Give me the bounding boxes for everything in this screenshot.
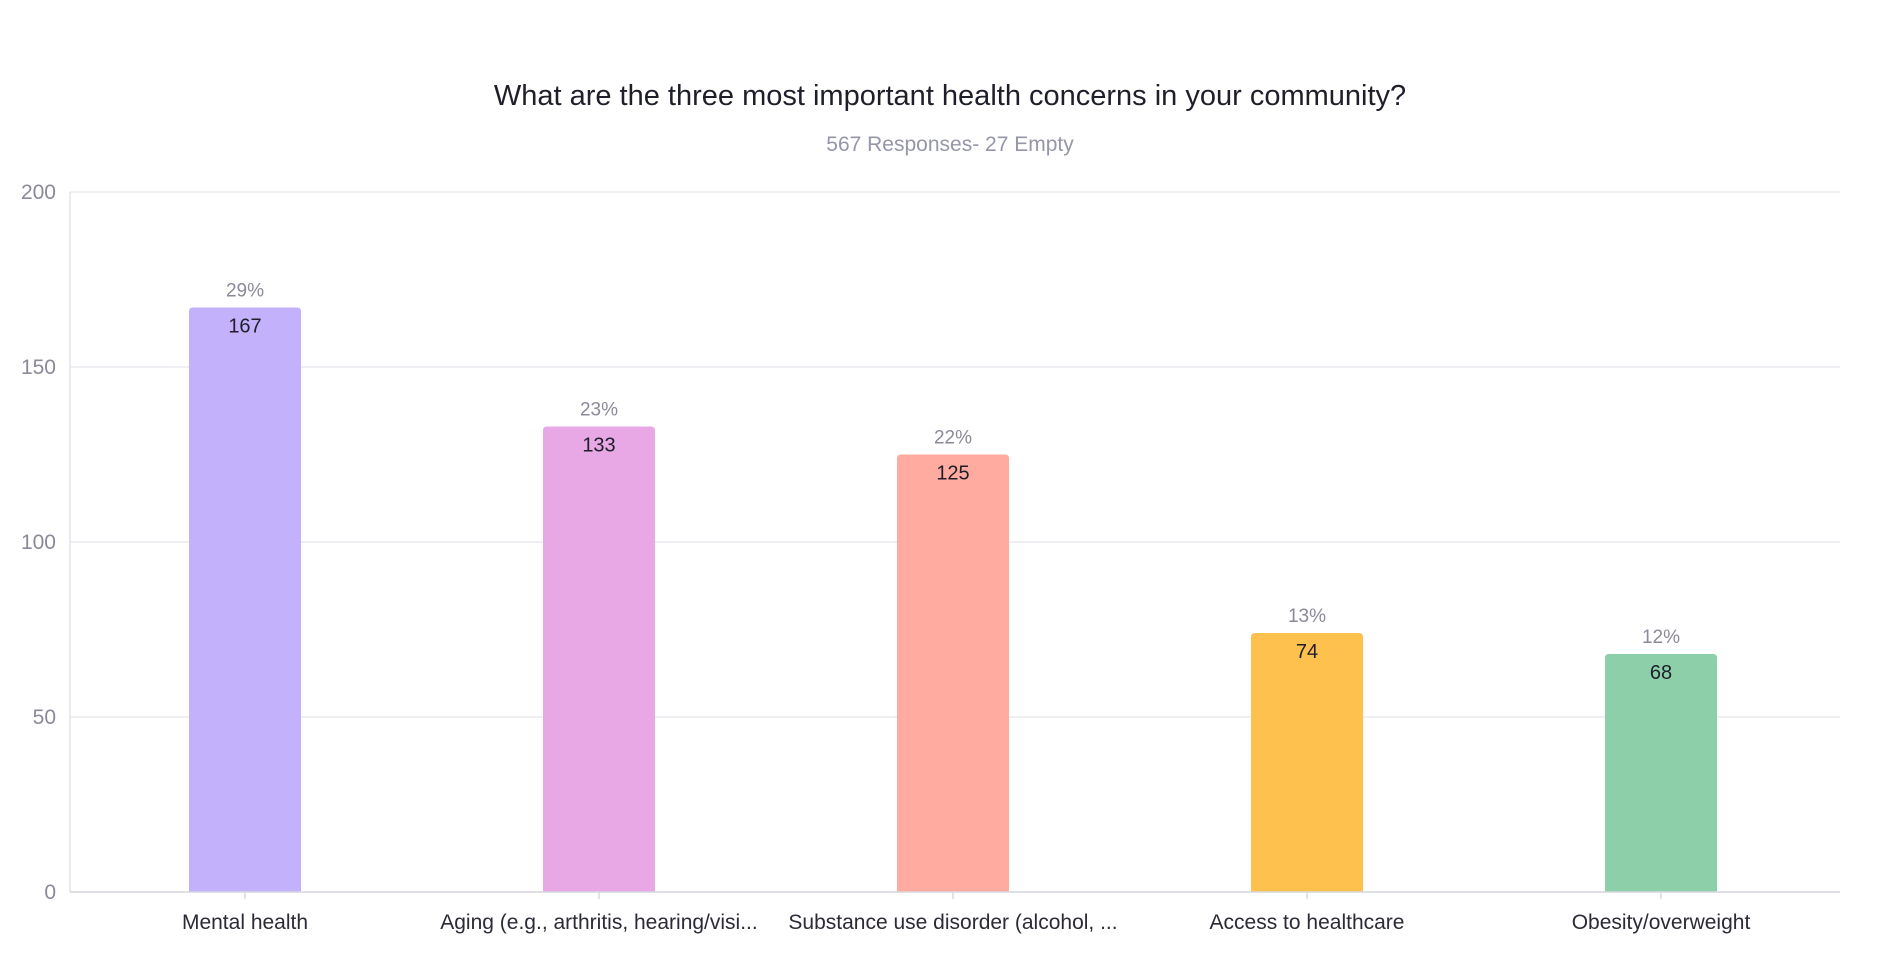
bar [897, 454, 1009, 892]
bar [189, 307, 301, 892]
y-tick-label: 200 [21, 181, 56, 204]
y-tick-label: 50 [33, 706, 56, 729]
category-label: Obesity/overweight [1572, 911, 1751, 934]
percent-label: 23% [580, 400, 618, 421]
value-label: 167 [228, 316, 261, 338]
chart-title: What are the three most important health… [493, 80, 1407, 112]
category-label: Mental health [182, 911, 308, 934]
y-axis: 0 50 100 150 200 [21, 181, 71, 904]
chart-subtitle: 567 Responses- 27 Empty [826, 133, 1074, 156]
category-label: Aging (e.g., arthritis, hearing/visi... [440, 911, 757, 934]
bars: 29% 167 23% 133 22% 125 13% 74 12% 68 [189, 281, 1717, 892]
value-label: 125 [936, 463, 969, 485]
x-axis: Mental health Aging (e.g., arthritis, hea… [70, 891, 1840, 934]
percent-label: 22% [934, 428, 972, 449]
value-label: 133 [582, 435, 615, 457]
percent-label: 12% [1642, 627, 1680, 648]
bar [1251, 633, 1363, 892]
value-label: 68 [1650, 662, 1672, 684]
percent-label: 29% [226, 281, 264, 302]
y-tick-label: 100 [21, 531, 56, 554]
bar [1605, 654, 1717, 892]
y-tick-label: 0 [44, 881, 56, 904]
value-label: 74 [1296, 641, 1318, 663]
category-label: Access to healthcare [1210, 911, 1405, 934]
y-tick-label: 150 [21, 356, 56, 379]
category-label: Substance use disorder (alcohol, ... [788, 911, 1117, 934]
bar [543, 426, 655, 892]
percent-label: 13% [1288, 606, 1326, 627]
